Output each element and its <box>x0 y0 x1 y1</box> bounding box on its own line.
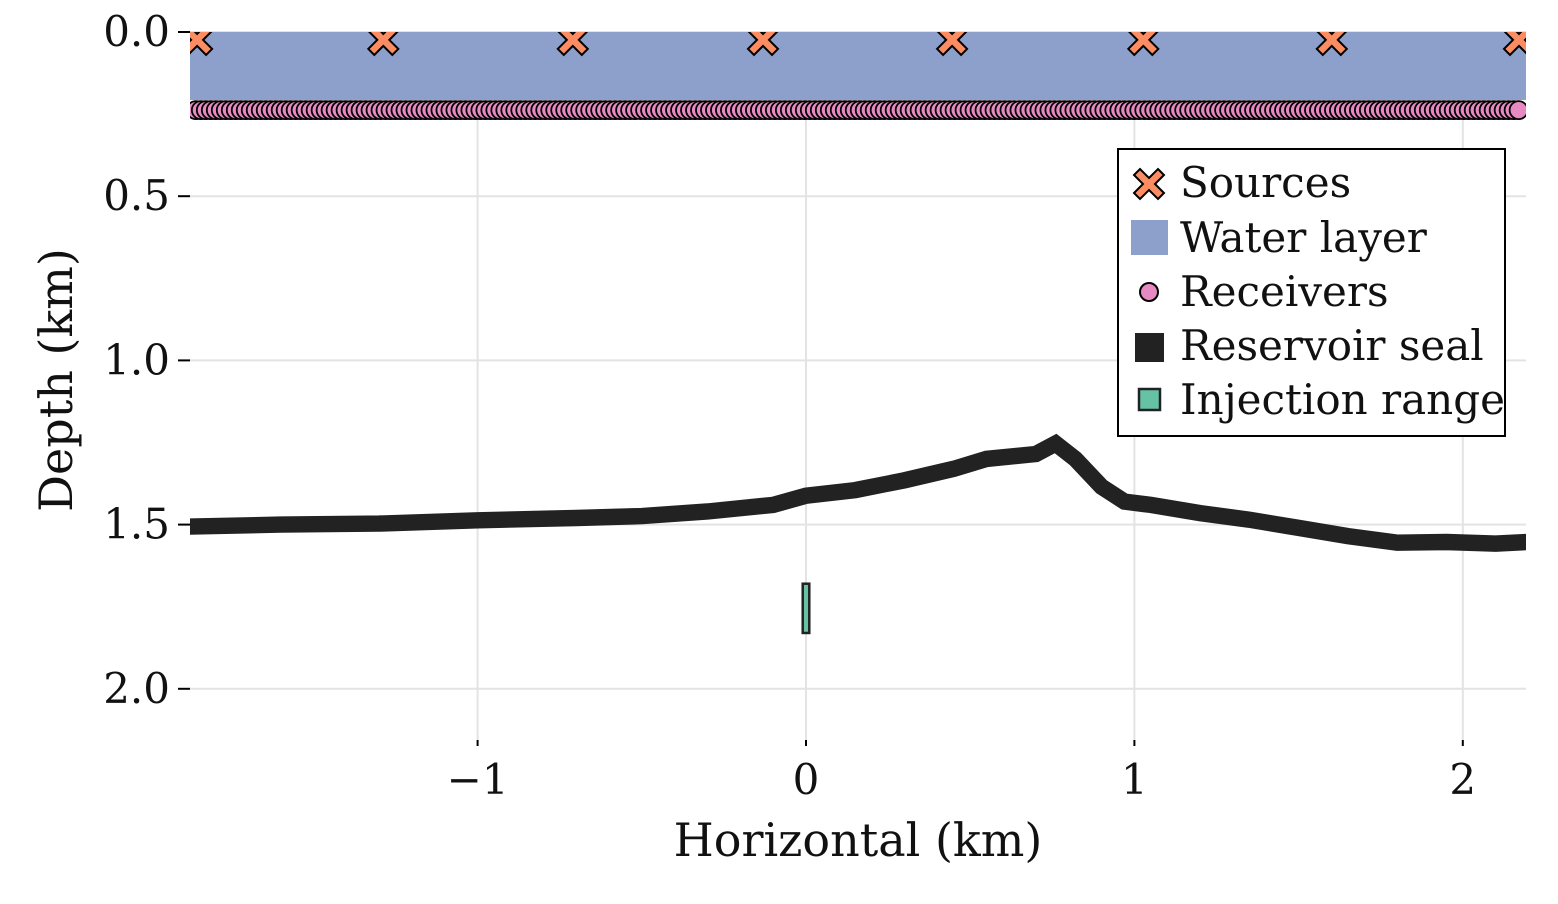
legend-label-seal: Reservoir seal <box>1180 321 1484 370</box>
legend-item-injection: Injection range <box>1137 375 1505 424</box>
legend-item-sources: Sources <box>1132 158 1351 207</box>
source-marker <box>1126 32 1160 57</box>
legend-label-receivers: Receivers <box>1180 267 1389 316</box>
legend-box <box>1117 148 1506 437</box>
axes: −1 0 1 2 0.0 0.5 1.0 1.5 2.0 <box>103 7 1476 804</box>
source-marker <box>1502 32 1526 57</box>
source-marker <box>935 32 969 57</box>
legend-item-receivers: Receivers <box>1139 267 1389 316</box>
source-marker <box>746 32 780 57</box>
x-axis-label: Horizontal (km) <box>674 813 1043 867</box>
sources-legend-icon <box>1132 167 1166 201</box>
receivers-legend-icon <box>1139 282 1159 302</box>
water-layer <box>190 32 1526 100</box>
x-tick-label: 1 <box>1121 755 1148 804</box>
receiver-marker <box>1508 100 1526 121</box>
y-tick-label: 2.0 <box>103 664 170 713</box>
y-tick-label: 0.0 <box>103 7 170 56</box>
source-marker <box>190 32 214 57</box>
legend: Sources Water layer Receivers Reservoir … <box>1117 148 1506 437</box>
seal-legend-icon <box>1135 333 1164 362</box>
y-tick-label: 1.5 <box>103 500 170 549</box>
legend-label-injection: Injection range <box>1180 375 1505 424</box>
source-marker <box>366 32 400 57</box>
reservoir-seal <box>190 433 1526 552</box>
y-axis-label: Depth (km) <box>29 248 83 512</box>
injection-legend-icon <box>1137 387 1162 412</box>
legend-item-water: Water layer <box>1131 213 1428 262</box>
y-tick-label: 1.0 <box>103 335 170 384</box>
water-legend-icon <box>1131 220 1168 255</box>
source-marker <box>556 32 590 57</box>
x-tick-label: 0 <box>793 755 820 804</box>
x-tick-label: −1 <box>447 755 509 804</box>
plot-layers <box>190 32 1526 635</box>
legend-label-water: Water layer <box>1180 213 1428 262</box>
injection-range <box>801 582 811 635</box>
legend-label-sources: Sources <box>1180 158 1351 207</box>
y-tick-label: 0.5 <box>103 171 170 220</box>
x-tick-label: 2 <box>1449 755 1476 804</box>
plot-area <box>190 32 1526 635</box>
source-marker <box>1315 32 1349 57</box>
legend-item-seal: Reservoir seal <box>1135 321 1484 370</box>
